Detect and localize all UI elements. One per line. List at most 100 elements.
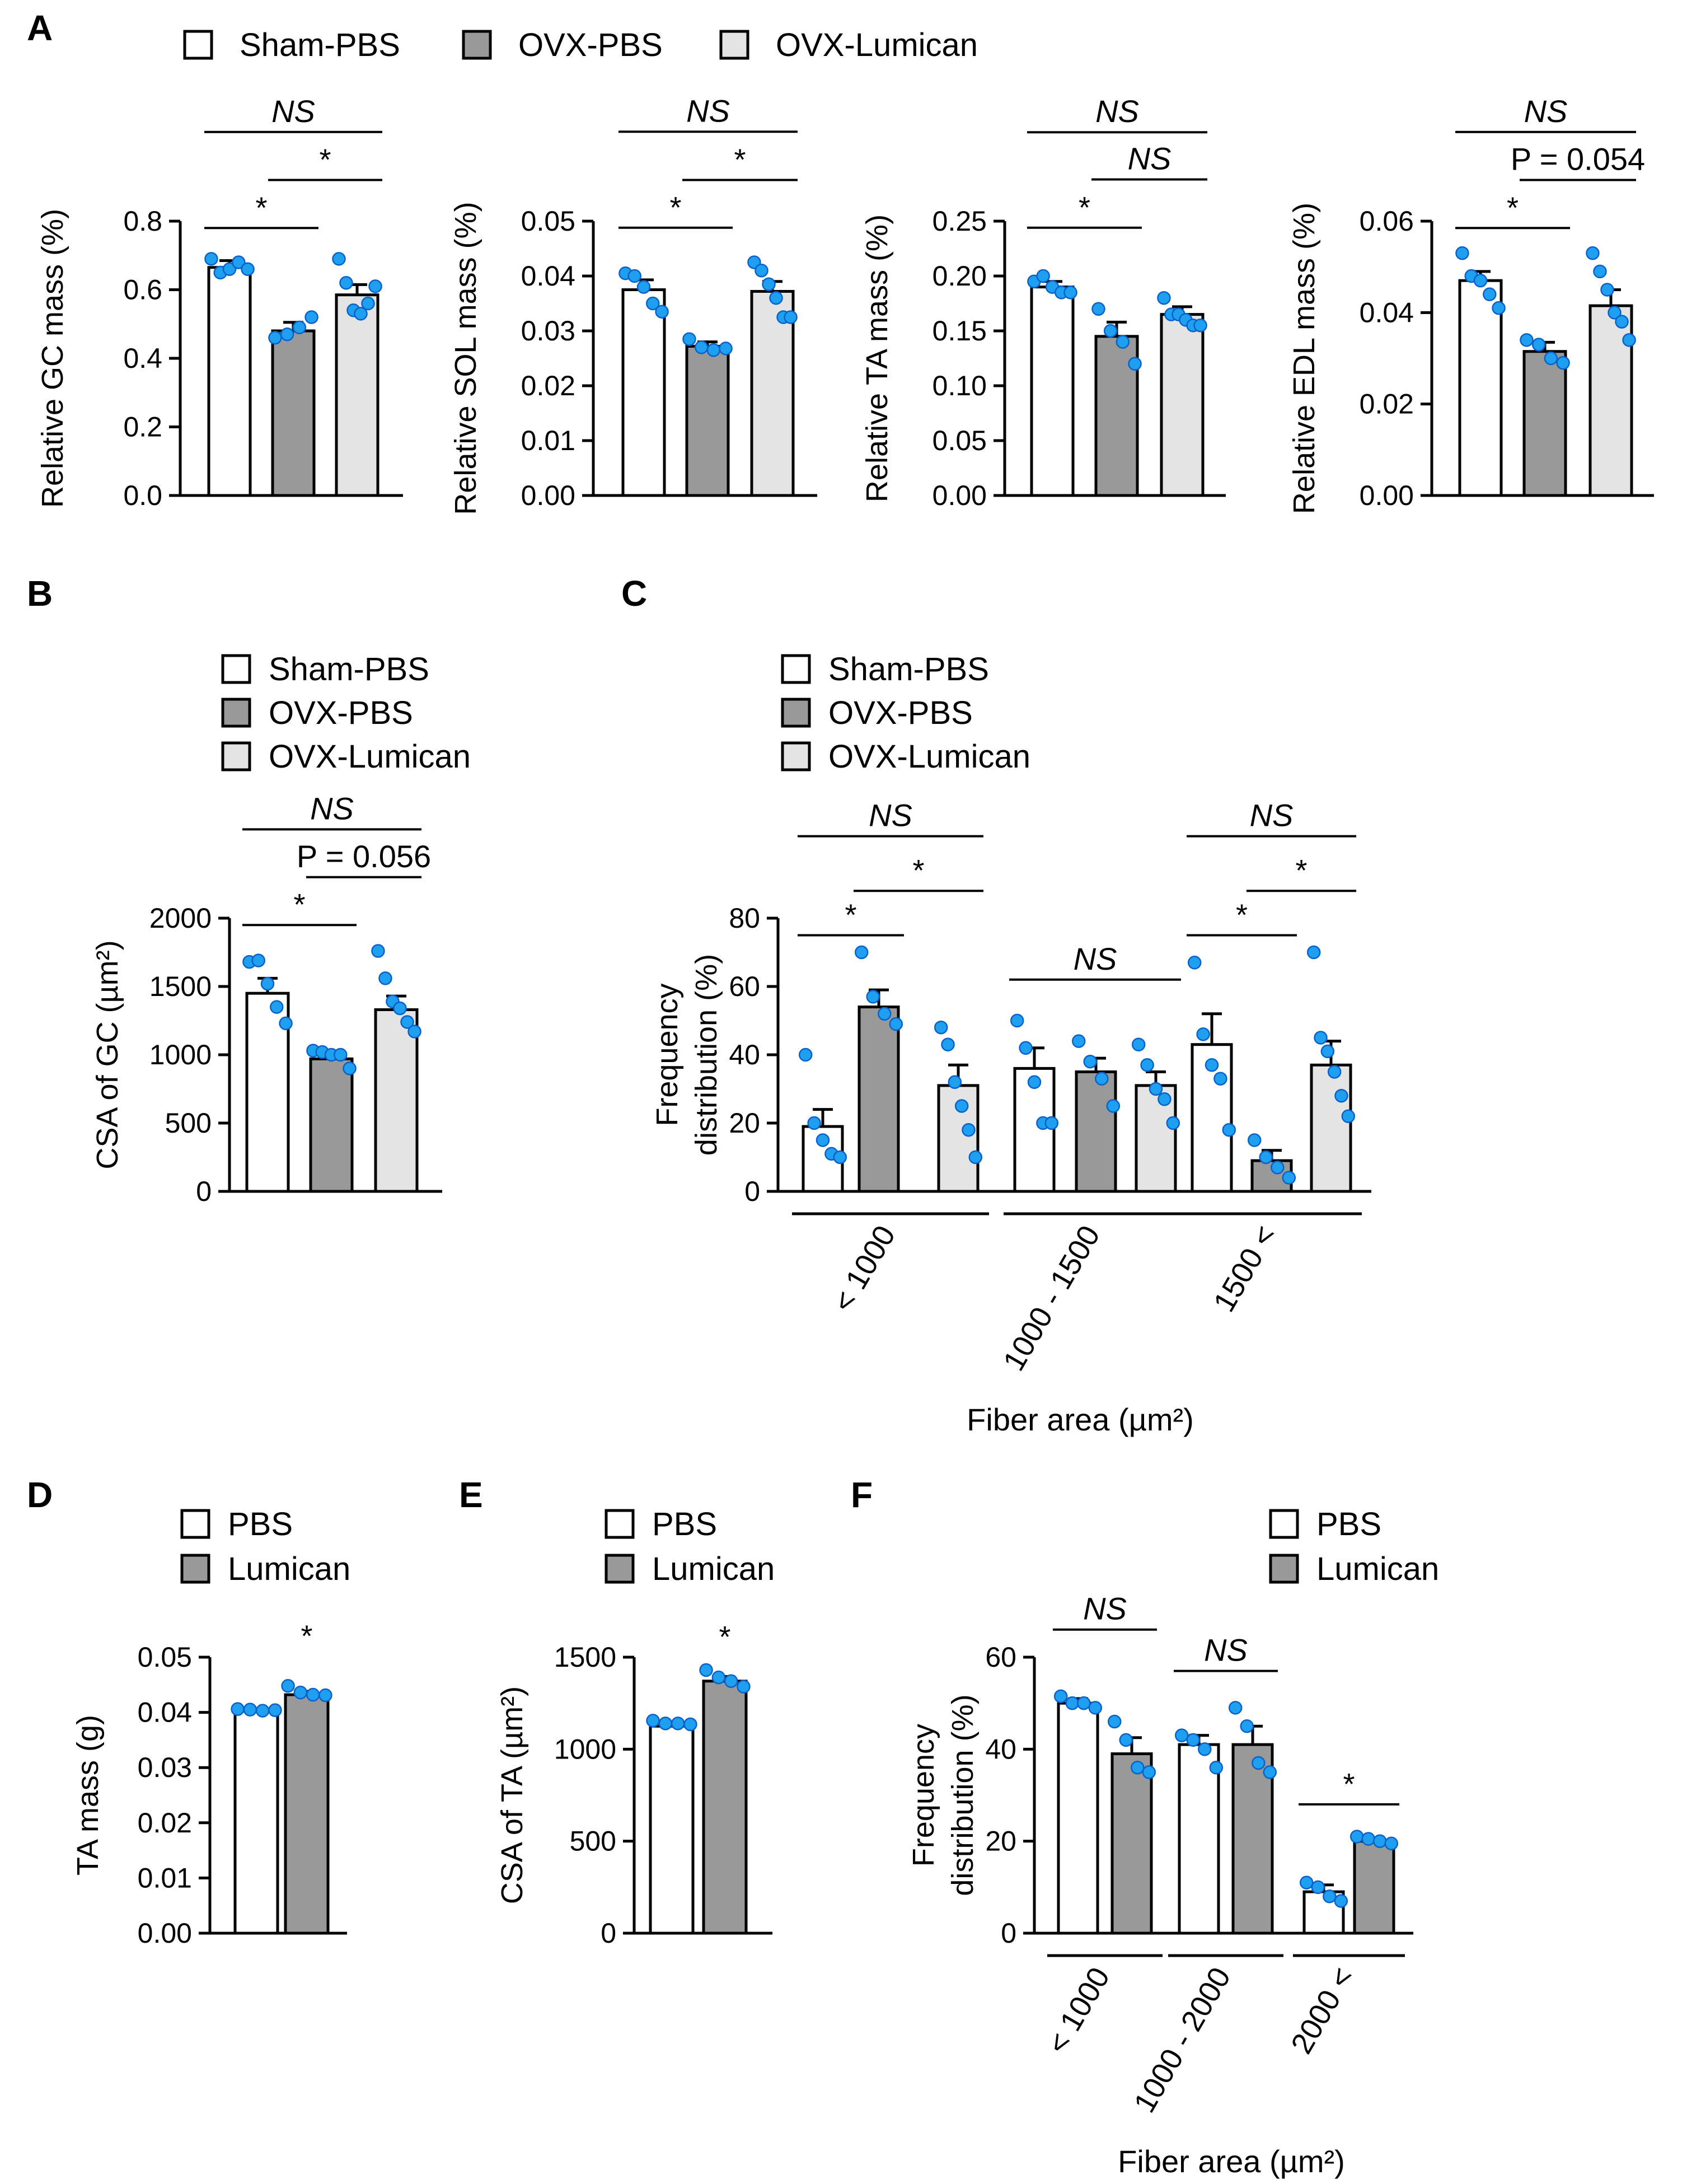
data-point [816,1133,830,1147]
legend-panel-e: PBS Lumican [605,1506,775,1587]
data-point [784,310,798,324]
legend-swatch-lumican [180,1554,210,1584]
y-axis-label: Relative GC mass (%) [36,209,69,508]
legend-label: OVX-PBS [518,27,663,63]
data-point [1107,1714,1122,1729]
y-tick-label: 0.25 [932,205,987,237]
bar-ovx-pbs [857,1006,900,1193]
significance-label: * [669,191,681,225]
bar-ovx-pbs [309,1057,354,1193]
data-point [343,1061,357,1075]
y-tick-label: 0.2 [123,411,162,443]
data-point [1071,1034,1086,1048]
data-point [354,307,368,321]
data-point [798,1047,813,1062]
legend-panel-f: PBS Lumican [1269,1506,1439,1587]
y-tick-label: 0.05 [138,1641,192,1673]
legend-panel-b: Sham-PBS OVX-PBS OVX-Lumican [221,651,471,775]
data-point [1252,1756,1266,1770]
data-point [1483,287,1497,301]
y-tick-label: 0 [744,1176,760,1207]
y-tick-label: 20 [985,1826,1016,1857]
legend-label: Lumican [228,1551,350,1587]
data-point [1334,1088,1348,1103]
data-point [1063,286,1077,300]
data-point [1473,273,1488,288]
data-point [1166,1116,1180,1130]
y-tick-label: 1000 [149,1039,212,1070]
bar-ovx-lumican [1160,313,1205,497]
data-point [292,320,307,335]
data-point [646,1714,660,1728]
data-point [762,277,776,291]
y-tick-label: 0.0 [123,480,162,511]
data-point [1320,1044,1335,1059]
data-point [251,953,265,967]
y-tick-label: 0.10 [932,370,987,401]
legend-label: PBS [652,1506,717,1542]
data-point [361,296,375,311]
significance-label: NS [310,791,354,826]
data-point [368,279,382,293]
bar-ovx-lumican [1310,1063,1352,1193]
data-point [1019,1041,1033,1055]
y-tick-label: 0.04 [521,260,575,292]
data-point [241,262,255,276]
data-point [378,971,392,985]
y-tick-label: 0.06 [1360,205,1414,237]
y-tick-label: 0.00 [1360,480,1414,511]
legend-swatch-ovx-lumican [221,741,251,771]
significance-label: NS [1204,1633,1248,1668]
y-tick-label: 0.02 [521,370,575,401]
data-point [1341,1109,1356,1124]
y-tick-label: 0.02 [138,1807,192,1839]
bar-sham-pbs [207,266,252,497]
data-point [1314,1031,1328,1045]
data-point [1091,302,1105,316]
y-tick-label: 0.00 [932,480,987,511]
y-tick-label: 0.00 [521,480,575,511]
y-axis-label: TA mass (g) [71,1715,105,1876]
y-axis-label: Relative SOL mass (%) [449,202,482,515]
legend-label: Sham-PBS [828,651,989,688]
y-tick-label: 0 [601,1918,616,1949]
legend-label: OVX-Lumican [828,738,1030,775]
bar-ovx-lumican [335,293,379,497]
y-tick-label: 0.4 [123,343,162,374]
legend-label: OVX-PBS [828,695,973,731]
data-point [1196,1027,1210,1041]
y-tick-label: 0.04 [1360,297,1414,328]
y-axis-label: Frequency [907,1724,940,1867]
data-point [270,1000,284,1014]
bar-ovx-pbs [685,344,730,497]
data-point [889,1017,903,1031]
data-point [1010,1013,1024,1028]
y-axis-label: CSA of TA (µm²) [495,1686,529,1904]
x-tick-label: < 1000 [1041,1962,1116,2059]
bar-ovx-pbs [1075,1070,1117,1193]
data-point [393,1001,407,1016]
data-point [1036,269,1050,283]
x-tick-label: 1500 < [1207,1220,1283,1317]
data-point [306,1687,320,1702]
data-point [255,1704,270,1718]
significance-label: * [301,1619,312,1653]
legend-swatch-pbs [1269,1509,1299,1539]
significance-label: * [1343,1767,1355,1801]
y-tick-label: 0.8 [123,205,162,237]
bar-pbs [233,1710,279,1935]
data-point [243,1703,257,1717]
panel-letter-C: C [621,573,647,614]
x-tick-label: 2000 < [1285,1962,1360,2059]
data-point [1323,1890,1337,1904]
y-axis-label: Relative EDL mass (%) [1287,203,1321,514]
y-tick-label: 80 [729,902,760,934]
legend-panel-a: Sham-PBS OVX-PBS OVX-Lumican [183,27,978,63]
significance-label: P = 0.054 [1511,142,1645,177]
bar-lumican [284,1693,330,1935]
data-point [711,1670,726,1685]
data-point [1198,1742,1212,1756]
data-point [1209,1760,1224,1775]
data-point [318,1688,332,1703]
data-point [1608,306,1622,320]
